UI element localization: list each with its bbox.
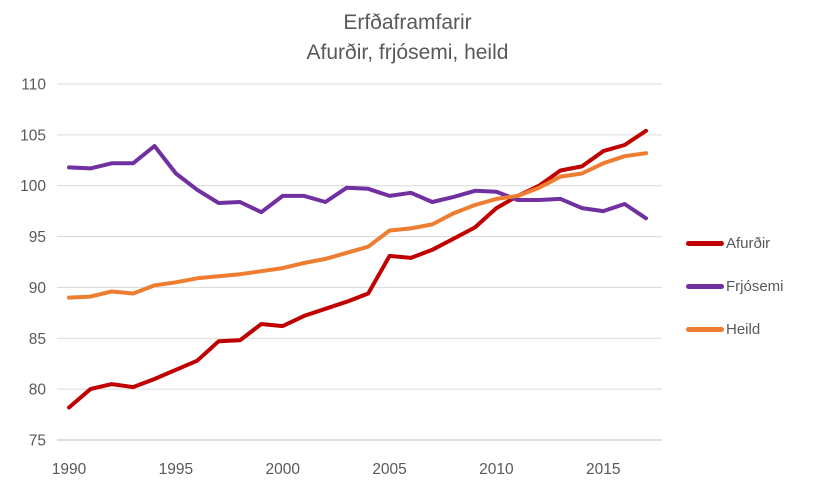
x-tick-label: 1995 xyxy=(159,461,193,478)
series-line-afur-ir[interactable] xyxy=(67,128,648,410)
series-lines xyxy=(67,128,648,410)
legend-swatch-heild xyxy=(686,327,724,332)
y-axis-tick-labels: 75 80 85 90 95 100 105 110 xyxy=(20,77,46,450)
y-tick-label: 75 xyxy=(29,433,46,450)
y-tick-label: 105 xyxy=(20,127,46,144)
series-line-frj-semi[interactable] xyxy=(67,144,648,221)
y-tick-label: 100 xyxy=(20,178,46,195)
legend-item-afurdir[interactable]: Afurðir xyxy=(686,231,784,256)
series-line-heild[interactable] xyxy=(67,151,648,300)
x-tick-label: 2005 xyxy=(372,461,406,478)
legend-swatch-frjosemi xyxy=(686,284,724,289)
x-tick-label: 2010 xyxy=(479,461,514,478)
x-tick-label: 2015 xyxy=(586,461,620,478)
y-tick-label: 85 xyxy=(29,331,46,348)
y-tick-label: 95 xyxy=(29,229,46,246)
x-tick-label: 2000 xyxy=(265,461,300,478)
legend-swatch-afurdir xyxy=(686,241,724,246)
x-axis-tick-labels: 1990 1995 2000 2005 2010 2015 xyxy=(52,461,621,478)
gridlines xyxy=(57,83,662,441)
y-tick-label: 90 xyxy=(29,280,47,297)
x-tick-label: 1990 xyxy=(52,461,87,478)
legend-item-heild[interactable]: Heild xyxy=(686,317,784,342)
y-tick-label: 110 xyxy=(21,77,46,94)
legend-label-frjosemi: Frjósemi xyxy=(726,278,784,295)
chart-title: Erfðaframfarir xyxy=(343,11,472,34)
y-tick-label: 80 xyxy=(29,382,47,399)
chart-title-block: Erfðaframfarir Afurðir, frjósemi, heild xyxy=(0,8,815,68)
legend-label-afurdir: Afurðir xyxy=(726,235,771,252)
chart-legend: Afurðir Frjósemi Heild xyxy=(686,231,784,360)
legend-item-frjosemi[interactable]: Frjósemi xyxy=(686,274,784,299)
chart-subtitle: Afurðir, frjósemi, heild xyxy=(306,41,509,64)
legend-label-heild: Heild xyxy=(726,321,761,338)
